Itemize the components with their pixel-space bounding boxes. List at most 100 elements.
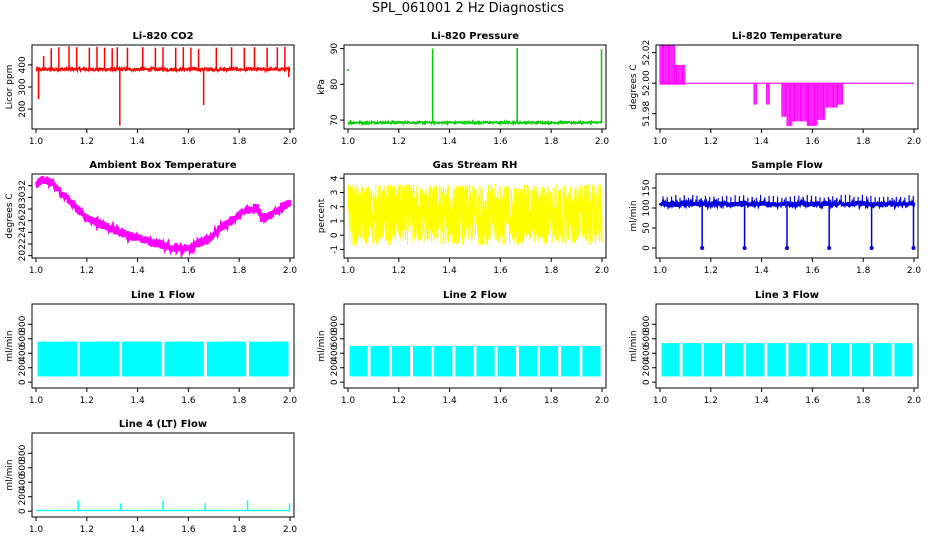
chart-sampleflow: Sample Flow 1.0 1.2 1.4 1.6 1.8 2.0 0 50 100 150ml… [629, 160, 921, 276]
x-tick-label: 1.0 [653, 266, 668, 276]
y-tick-label: 0 [642, 245, 652, 251]
series-dip-point [869, 246, 874, 250]
y-tick-label: 800 [330, 315, 340, 332]
series-block [746, 343, 765, 377]
series-block [349, 346, 368, 377]
series-block [122, 341, 162, 377]
y-tick-label: 26 [18, 215, 28, 227]
y-tick-label: 200 [642, 359, 652, 376]
x-tick-label: 1.8 [544, 266, 559, 276]
y-tick-label: -1 [330, 245, 340, 254]
x-tick-label: 1.4 [754, 396, 769, 406]
x-tick-label: 1.6 [181, 137, 196, 147]
y-tick-label: 0 [18, 508, 28, 514]
y-axis-label: ml/min [629, 330, 639, 361]
y-tick-label: 52.02 [642, 40, 652, 66]
y-tick-label: 30 [18, 191, 28, 203]
plot-frame [655, 173, 919, 259]
y-tick-label: 2 [330, 204, 340, 210]
series-dip-point [742, 246, 747, 250]
x-tick-label: 2.0 [595, 137, 610, 147]
series-block [497, 346, 516, 377]
chart-boxtemp: Ambient Box Temperature 1.0 1.2 1.4 1.6 1.8 2.… [5, 160, 297, 276]
x-tick-label: 1.2 [80, 266, 94, 276]
x-tick-label: 1.6 [181, 396, 196, 406]
x-tick-label: 1.8 [232, 525, 247, 535]
series-block [455, 346, 474, 377]
series-rh [347, 183, 603, 246]
y-tick-label: 90 [330, 43, 340, 55]
y-tick-label: 0 [642, 379, 652, 385]
y-axis-label: Licor ppm [5, 65, 15, 110]
series-block [518, 346, 537, 377]
y-tick-label: 200 [330, 359, 340, 376]
series-block [249, 341, 289, 377]
y-axis-label: ml/min [5, 330, 15, 361]
series-block [809, 343, 828, 377]
y-axis-label: ml/min [629, 200, 639, 231]
y-tick-label: 24 [18, 226, 28, 238]
x-tick-label: 1.6 [181, 266, 196, 276]
x-tick-label: 1.8 [544, 396, 559, 406]
y-tick-label: 200 [18, 100, 28, 117]
y-axis-label: ml/min [317, 330, 327, 361]
y-tick-label: 3 [330, 190, 340, 196]
series-line2 [349, 346, 601, 377]
series-line3 [661, 343, 913, 377]
series-line1 [37, 341, 289, 377]
x-tick-label: 1.2 [392, 396, 406, 406]
y-tick-label: 32 [18, 180, 28, 191]
y-tick-label: 50 [642, 222, 652, 234]
x-tick-label: 1.6 [181, 525, 196, 535]
y-tick-label: 70 [330, 114, 340, 126]
x-tick-label: 1.2 [704, 137, 718, 147]
y-tick-label: 52.00 [642, 70, 652, 96]
x-tick-label: 1.0 [29, 266, 44, 276]
series-block [413, 346, 432, 377]
x-tick-label: 1.2 [80, 137, 94, 147]
series-line [347, 119, 603, 127]
y-axis-label: degrees C [629, 64, 639, 109]
series-block [206, 341, 247, 377]
series-block [767, 343, 786, 377]
chart-line4: Line 4 (LT) Flow 1.0 1.2 1.4 1.6 1.8 2.0 0 20040… [5, 419, 297, 535]
x-tick-label: 1.0 [653, 396, 668, 406]
x-tick-label: 1.4 [754, 137, 769, 147]
x-tick-label: 1.0 [341, 396, 356, 406]
plot-frame [343, 303, 607, 389]
series-block [682, 343, 701, 377]
plot-frame [31, 303, 295, 389]
series-block [661, 343, 680, 377]
series-block [434, 346, 453, 377]
x-tick-label: 1.2 [392, 266, 406, 276]
plot-frame [31, 173, 295, 259]
chart-title: Gas Stream RH [433, 160, 518, 171]
x-tick-label: 1.4 [130, 137, 145, 147]
x-tick-label: 1.6 [493, 266, 508, 276]
plot-frame [343, 44, 607, 130]
series-co2 [35, 46, 291, 126]
y-tick-label: 28 [18, 203, 28, 215]
series-block [852, 343, 871, 377]
x-tick-label: 1.4 [130, 525, 145, 535]
x-tick-label: 1.6 [805, 137, 820, 147]
x-tick-label: 1.2 [80, 396, 94, 406]
y-tick-label: 600 [18, 459, 28, 476]
y-tick-label: 800 [642, 315, 652, 332]
series-line [347, 183, 603, 246]
x-tick-label: 1.8 [544, 137, 559, 147]
series-block [370, 346, 389, 377]
chart-line2: Line 2 Flow 1.0 1.2 1.4 1.6 1.8 2.0 0 2004006008… [317, 290, 609, 406]
series-block [725, 343, 744, 377]
chart-co2: Li-820 CO2 1.0 1.2 1.4 1.6 1.8 2.0 200 300 400Lic… [5, 31, 297, 147]
y-tick-label: 200 [18, 359, 28, 376]
series-block [582, 346, 601, 377]
y-tick-label: 800 [18, 444, 28, 461]
y-axis-label: kPa [317, 79, 327, 95]
plot-frame [343, 173, 607, 259]
y-axis-label: degrees C [5, 193, 15, 238]
y-tick-label: 4 [330, 175, 340, 181]
series-sampleflow [658, 194, 916, 250]
x-tick-label: 2.0 [907, 266, 922, 276]
x-tick-label: 1.4 [442, 396, 457, 406]
